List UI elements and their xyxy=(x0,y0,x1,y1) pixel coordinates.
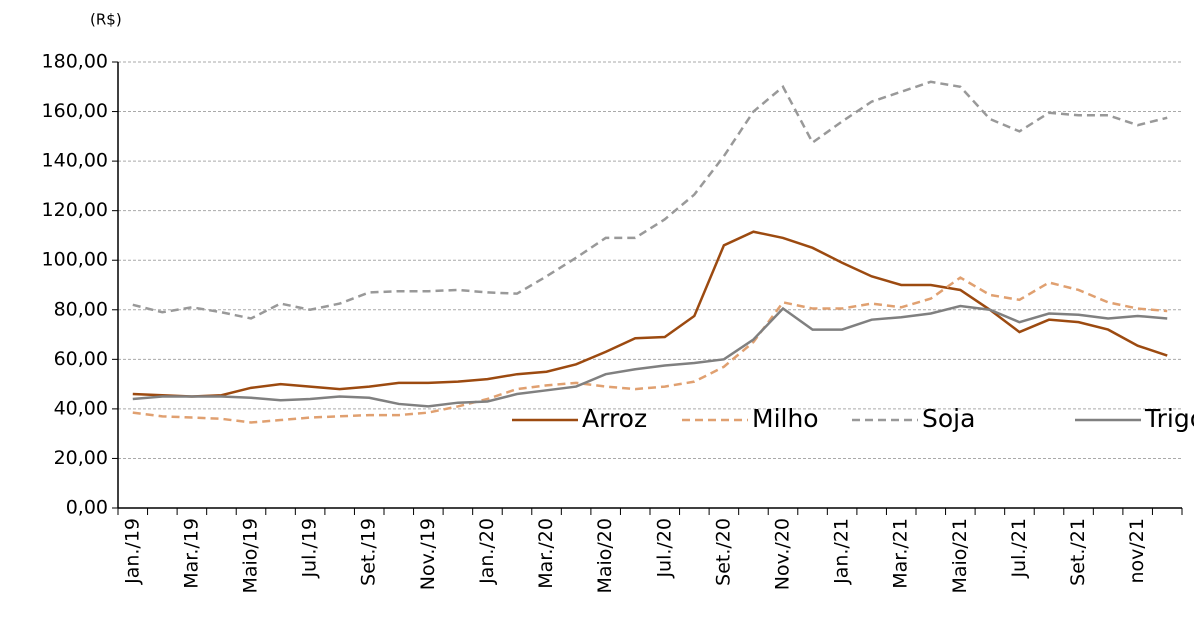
series-line xyxy=(132,304,1168,408)
y-tick-label: 60,00 xyxy=(54,348,108,370)
y-unit-label: (R$) xyxy=(90,11,122,29)
series-line xyxy=(132,276,1168,424)
legend-label: Arroz xyxy=(582,404,647,433)
x-tick-label: nov/21 xyxy=(1126,518,1148,584)
x-tick-label: Maio/19 xyxy=(240,518,262,594)
y-tick-label: 40,00 xyxy=(54,397,108,419)
x-tick-label: Maio/21 xyxy=(949,518,971,594)
x-tick-label: Jul./20 xyxy=(653,518,675,579)
y-tick-label: 160,00 xyxy=(42,100,108,122)
x-tick-label: Nov./19 xyxy=(417,518,439,590)
legend-label: Milho xyxy=(752,404,819,433)
x-tick-label: Jan./20 xyxy=(476,518,498,585)
x-tick-label: Mar./20 xyxy=(535,518,557,589)
series-line xyxy=(132,230,1168,398)
y-tick-label: 120,00 xyxy=(42,199,108,221)
y-tick-label: 0,00 xyxy=(66,497,108,519)
legend-label: Trigo xyxy=(1144,404,1194,433)
x-tick-label: Set./21 xyxy=(1067,518,1089,586)
x-tick-label: Jul./19 xyxy=(299,518,321,579)
y-tick-label: 20,00 xyxy=(54,447,108,469)
x-tick-label: Jul./21 xyxy=(1008,518,1030,579)
x-tick-label: Jan./19 xyxy=(121,518,143,585)
x-tick-label: Mar./21 xyxy=(890,518,912,589)
x-tick-label: Jan./21 xyxy=(831,518,853,585)
y-tick-label: 140,00 xyxy=(42,150,108,172)
series-line xyxy=(132,80,1168,320)
y-tick-label: 180,00 xyxy=(42,51,108,73)
x-tick-label: Mar./19 xyxy=(180,518,202,589)
x-tick-label: Set./20 xyxy=(712,518,734,586)
x-tick-label: Set./19 xyxy=(358,518,380,586)
y-tick-label: 80,00 xyxy=(54,298,108,320)
y-tick-label: 100,00 xyxy=(42,249,108,271)
x-tick-label: Maio/20 xyxy=(594,518,616,594)
legend-label: Soja xyxy=(922,404,975,433)
x-tick-label: Nov./20 xyxy=(772,518,794,590)
